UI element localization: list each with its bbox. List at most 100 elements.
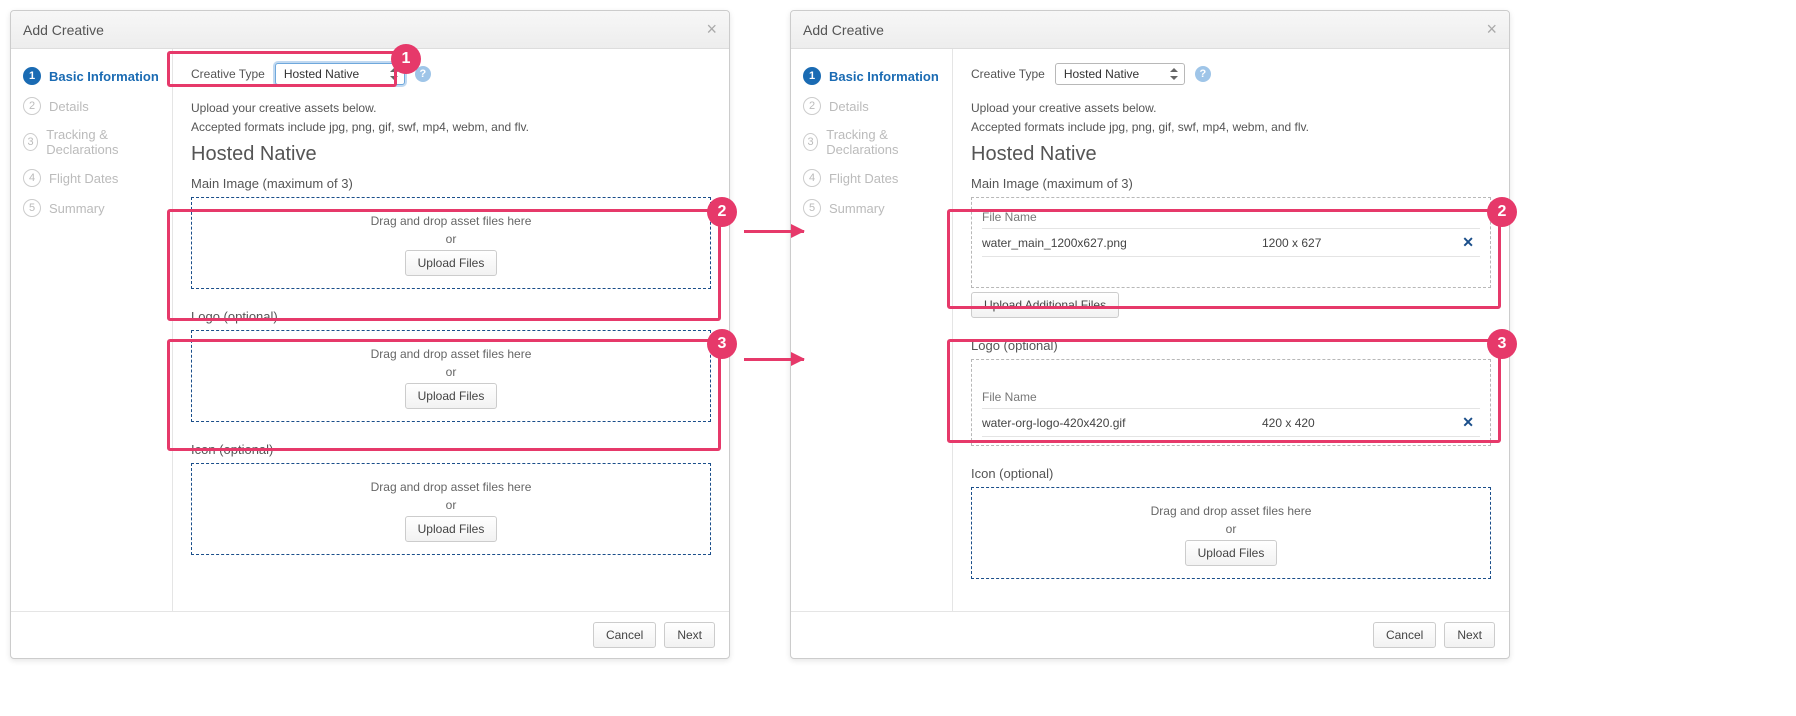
file-name: water-org-logo-420x420.gif: [982, 416, 1262, 430]
step-number: 5: [803, 199, 821, 217]
delete-file-icon[interactable]: ✕: [1456, 414, 1480, 431]
icon-dropzone[interactable]: Drag and drop asset files here or Upload…: [191, 463, 711, 555]
callout-badge-2: 2: [707, 197, 737, 227]
wizard-sidebar: 1 Basic Information 2 Details 3 Tracking…: [791, 49, 953, 611]
dialog-body: 1 Basic Information 2 Details 3 Tracking…: [11, 49, 729, 611]
creative-type-select[interactable]: Hosted Native: [275, 63, 405, 85]
file-dimensions: 1200 x 627: [1262, 236, 1456, 250]
main-image-file-area: File Name water_main_1200x627.png 1200 x…: [971, 197, 1491, 288]
upload-files-button[interactable]: Upload Files: [405, 383, 498, 409]
drop-or: or: [980, 522, 1482, 536]
cancel-button[interactable]: Cancel: [593, 622, 656, 648]
close-icon[interactable]: ×: [706, 19, 717, 40]
add-creative-dialog-before: Add Creative × 1 Basic Information 2 Det…: [10, 10, 730, 659]
creative-type-label: Creative Type: [191, 67, 265, 81]
drop-or: or: [200, 365, 702, 379]
next-button[interactable]: Next: [664, 622, 715, 648]
close-icon[interactable]: ×: [1486, 19, 1497, 40]
icon-section: Icon (optional) Drag and drop asset file…: [191, 440, 711, 555]
section-heading: Hosted Native: [191, 143, 711, 166]
step-label: Details: [49, 99, 89, 114]
creative-type-select[interactable]: Hosted Native: [1055, 63, 1185, 85]
upload-files-button[interactable]: Upload Files: [405, 516, 498, 542]
logo-file-area: File Name water-org-logo-420x420.gif 420…: [971, 359, 1491, 446]
upload-hint-2: Accepted formats include jpg, png, gif, …: [971, 118, 1491, 137]
icon-label: Icon (optional): [971, 464, 1491, 483]
sidebar-step-summary[interactable]: 5 Summary: [791, 193, 952, 223]
step-label: Flight Dates: [49, 171, 118, 186]
step-number: 3: [23, 133, 38, 151]
logo-label: Logo (optional): [971, 336, 1491, 355]
arrow-icon: [744, 358, 804, 361]
section-heading: Hosted Native: [971, 143, 1491, 166]
main-image-dropzone[interactable]: Drag and drop asset files here or Upload…: [191, 197, 711, 289]
step-label: Basic Information: [829, 69, 939, 84]
main-image-section: Main Image (maximum of 3) Drag and drop …: [191, 174, 711, 289]
arrow-icon: [744, 230, 804, 233]
sidebar-step-details[interactable]: 2 Details: [791, 91, 952, 121]
upload-hint-1: Upload your creative assets below.: [191, 99, 711, 118]
drop-text: Drag and drop asset files here: [200, 480, 702, 494]
help-icon[interactable]: ?: [415, 66, 431, 82]
step-number: 4: [803, 169, 821, 187]
drop-text: Drag and drop asset files here: [980, 504, 1482, 518]
file-name-header: File Name: [982, 386, 1480, 408]
main-image-label: Main Image (maximum of 3): [191, 174, 711, 193]
sidebar-step-summary[interactable]: 5 Summary: [11, 193, 172, 223]
step-label: Details: [829, 99, 869, 114]
dialog-title: Add Creative: [23, 22, 104, 38]
sidebar-step-tracking[interactable]: 3 Tracking & Declarations: [11, 121, 172, 163]
drop-or: or: [200, 498, 702, 512]
sidebar-step-flight-dates[interactable]: 4 Flight Dates: [791, 163, 952, 193]
dialog-footer: Cancel Next: [791, 611, 1509, 658]
next-button[interactable]: Next: [1444, 622, 1495, 648]
step-number: 1: [23, 67, 41, 85]
file-name: water_main_1200x627.png: [982, 236, 1262, 250]
upload-additional-files-button[interactable]: Upload Additional Files: [971, 292, 1119, 318]
sidebar-step-tracking[interactable]: 3 Tracking & Declarations: [791, 121, 952, 163]
step-label: Flight Dates: [829, 171, 898, 186]
file-name-header: File Name: [982, 206, 1480, 228]
file-row: water_main_1200x627.png 1200 x 627 ✕: [982, 228, 1480, 257]
step-label: Summary: [49, 201, 105, 216]
logo-dropzone[interactable]: Drag and drop asset files here or Upload…: [191, 330, 711, 422]
dialog-header: Add Creative ×: [11, 11, 729, 49]
main-image-label: Main Image (maximum of 3): [971, 174, 1491, 193]
main-panel: Creative Type Hosted Native ? Upload you…: [953, 49, 1509, 611]
file-row: water-org-logo-420x420.gif 420 x 420 ✕: [982, 408, 1480, 437]
step-label: Summary: [829, 201, 885, 216]
creative-type-label: Creative Type: [971, 67, 1045, 81]
step-number: 5: [23, 199, 41, 217]
sidebar-step-basic-information[interactable]: 1 Basic Information: [11, 61, 172, 91]
creative-type-row: Creative Type Hosted Native ?: [191, 63, 711, 85]
main-panel: Creative Type Hosted Native ? Upload you…: [173, 49, 729, 611]
step-number: 2: [23, 97, 41, 115]
logo-section: Logo (optional) Drag and drop asset file…: [191, 307, 711, 422]
dialog-title: Add Creative: [803, 22, 884, 38]
callout-badge-3b: 3: [1487, 329, 1517, 359]
step-label: Tracking & Declarations: [46, 127, 160, 157]
callout-badge-3: 3: [707, 329, 737, 359]
upload-files-button[interactable]: Upload Files: [405, 250, 498, 276]
upload-files-button[interactable]: Upload Files: [1185, 540, 1278, 566]
sidebar-step-details[interactable]: 2 Details: [11, 91, 172, 121]
cancel-button[interactable]: Cancel: [1373, 622, 1436, 648]
step-number: 1: [803, 67, 821, 85]
drop-text: Drag and drop asset files here: [200, 347, 702, 361]
drop-text: Drag and drop asset files here: [200, 214, 702, 228]
step-label: Basic Information: [49, 69, 159, 84]
sidebar-step-flight-dates[interactable]: 4 Flight Dates: [11, 163, 172, 193]
step-number: 4: [23, 169, 41, 187]
delete-file-icon[interactable]: ✕: [1456, 234, 1480, 251]
help-icon[interactable]: ?: [1195, 66, 1211, 82]
icon-dropzone[interactable]: Drag and drop asset files here or Upload…: [971, 487, 1491, 579]
step-number: 3: [803, 133, 818, 151]
logo-label: Logo (optional): [191, 307, 711, 326]
dialog-header: Add Creative ×: [791, 11, 1509, 49]
sidebar-step-basic-information[interactable]: 1 Basic Information: [791, 61, 952, 91]
step-label: Tracking & Declarations: [826, 127, 940, 157]
creative-type-row: Creative Type Hosted Native ?: [971, 63, 1491, 85]
upload-hint-2: Accepted formats include jpg, png, gif, …: [191, 118, 711, 137]
callout-badge-2b: 2: [1487, 197, 1517, 227]
step-number: 2: [803, 97, 821, 115]
